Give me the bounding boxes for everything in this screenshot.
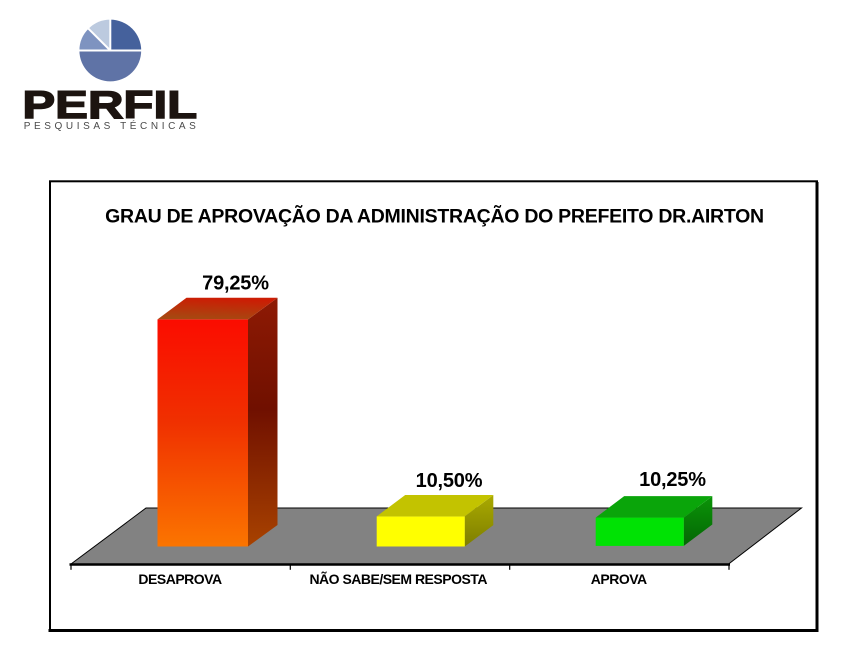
- svg-text:GRAU DE APROVAÇÃO DA ADMINISTR: GRAU DE APROVAÇÃO DA ADMINISTRAÇÃO DO PR…: [105, 205, 764, 228]
- svg-text:10,25%: 10,25%: [639, 469, 706, 491]
- svg-text:10,50%: 10,50%: [416, 470, 483, 492]
- svg-text:PESQUISAS TÉCNICAS: PESQUISAS TÉCNICAS: [24, 119, 200, 132]
- svg-text:79,25%: 79,25%: [202, 273, 269, 295]
- svg-text:DESAPROVA: DESAPROVA: [138, 571, 222, 587]
- svg-text:PERFIL: PERFIL: [22, 84, 197, 127]
- svg-text:APROVA: APROVA: [591, 571, 647, 587]
- svg-text:NÃO SABE/SEM RESPOSTA: NÃO SABE/SEM RESPOSTA: [309, 570, 487, 587]
